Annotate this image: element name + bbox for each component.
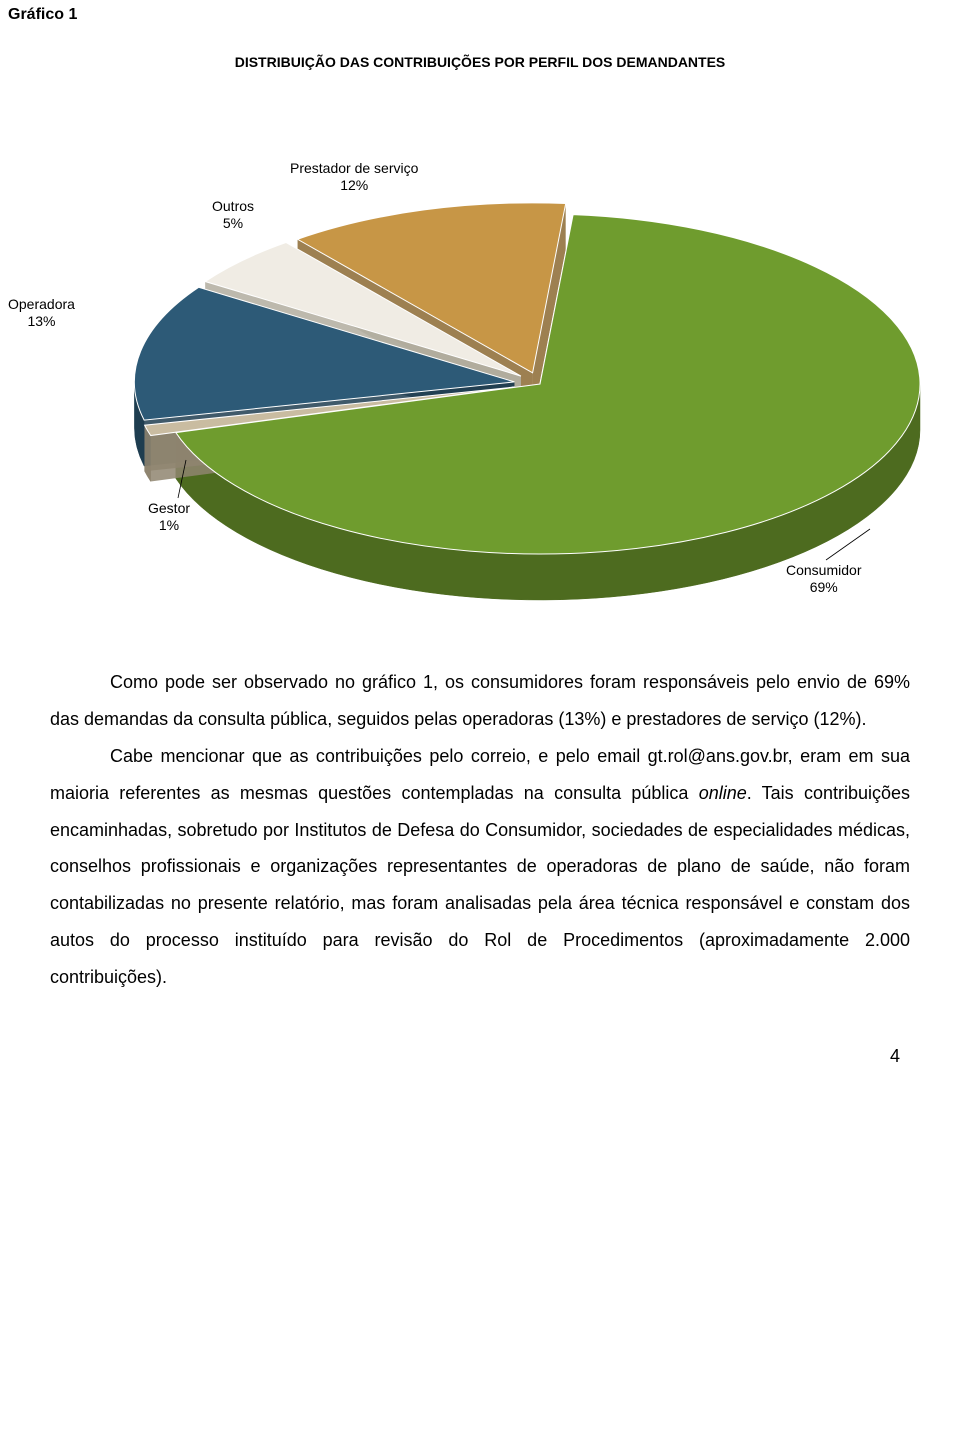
figure-heading: Gráfico 1 (8, 6, 960, 24)
label-prestador: Prestador de serviço12% (290, 160, 418, 194)
paragraph-1: Como pode ser observado no gráfico 1, os… (50, 664, 910, 738)
pie-chart: Prestador de serviço12% Outros5% Operado… (0, 84, 960, 644)
paragraph-2: Cabe mencionar que as contribuições pelo… (50, 738, 910, 996)
label-gestor: Gestor1% (148, 500, 190, 534)
page: Gráfico 1 DISTRIBUIÇÃO DAS CONTRIBUIÇÕES… (0, 6, 960, 1107)
label-consumidor: Consumidor69% (786, 562, 861, 596)
paragraph-2-italic: online (699, 783, 747, 803)
paragraph-2b: . Tais contribuições encaminhadas, sobre… (50, 783, 910, 987)
pie-chart-svg (0, 84, 960, 644)
label-outros: Outros5% (212, 198, 254, 232)
chart-title: DISTRIBUIÇÃO DAS CONTRIBUIÇÕES POR PERFI… (0, 54, 960, 70)
body-text: Como pode ser observado no gráfico 1, os… (50, 664, 910, 996)
label-operadora: Operadora13% (8, 296, 75, 330)
page-number: 4 (0, 1046, 900, 1067)
